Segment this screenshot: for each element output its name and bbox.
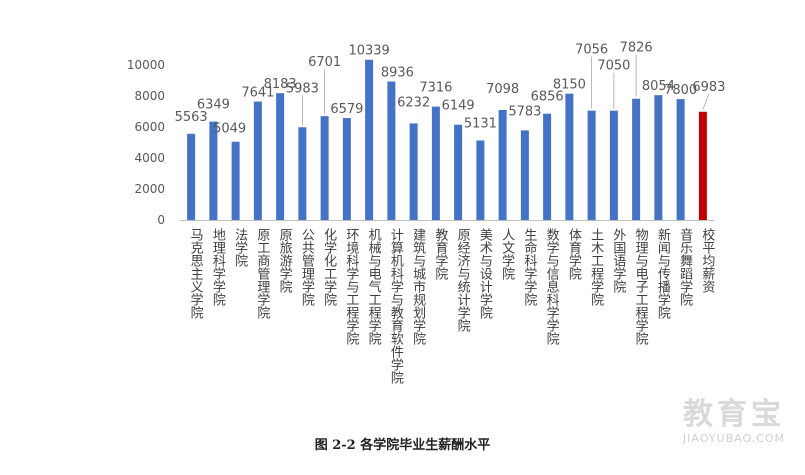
category-label: 原工商管理学院 xyxy=(254,228,270,319)
data-label: 6579 xyxy=(330,102,363,117)
bar xyxy=(431,106,440,220)
figure-caption: 图 2-2 各学院毕业生薪酬水平 xyxy=(314,438,491,453)
bar xyxy=(320,116,329,220)
y-tick-label: 6000 xyxy=(134,120,165,134)
category-label: 外国语学院 xyxy=(610,228,626,293)
bar xyxy=(543,113,552,220)
bar xyxy=(276,93,285,220)
category-label: 人文学院 xyxy=(499,228,515,280)
data-label: 6983 xyxy=(692,80,725,95)
category-label: 新闻与传播学院 xyxy=(655,227,671,319)
data-label: 7800 xyxy=(664,83,697,98)
data-label: 6856 xyxy=(531,90,564,105)
category-label: 教育学院 xyxy=(432,227,448,280)
category-label: 马克思主义学院 xyxy=(188,228,204,319)
category-label: 建筑与城市规划学院 xyxy=(410,228,426,345)
bar xyxy=(609,110,618,220)
y-tick-label: 10000 xyxy=(127,58,165,72)
data-label: 8183 xyxy=(264,77,297,92)
category-label: 土木工程学院 xyxy=(588,228,604,306)
bar xyxy=(565,93,574,220)
data-label: 7316 xyxy=(419,81,452,96)
bar xyxy=(476,140,485,220)
data-label: 5783 xyxy=(508,104,541,119)
y-tick-label: 4000 xyxy=(134,151,165,165)
data-label: 7050 xyxy=(597,59,630,74)
category-label: 校平均薪资 xyxy=(699,227,715,293)
category-label: 美术与设计学院 xyxy=(477,228,493,319)
category-label: 法学院 xyxy=(232,228,248,267)
data-label: 6232 xyxy=(397,95,430,110)
bar xyxy=(365,59,374,220)
data-label: 8936 xyxy=(381,65,414,80)
watermark-title: 教育宝 xyxy=(682,397,785,432)
category-label: 机械与电气工程学院 xyxy=(366,228,382,345)
bar xyxy=(253,101,262,220)
category-label: 体育学院 xyxy=(566,228,582,280)
y-axis: 0 2000 4000 6000 8000 10000 xyxy=(127,58,714,227)
y-tick-label: 8000 xyxy=(134,89,165,103)
data-label: 7098 xyxy=(486,82,519,97)
category-label: 物理与电子工程学院 xyxy=(633,228,649,345)
bar xyxy=(187,133,196,220)
watermark-logo: 教育宝 JIAOYUBAO.COM xyxy=(682,397,785,446)
category-labels: 马克思主义学院 地理科学学院 法学院 原工商管理学院 原旅游学院 公共管理学院 化学化工学院… xyxy=(188,227,715,384)
category-label: 原经济与统计学院 xyxy=(455,228,471,332)
category-label: 原旅游学院 xyxy=(277,228,293,293)
category-label: 数学与信息科学学院 xyxy=(544,228,560,345)
bar xyxy=(498,109,507,220)
bars xyxy=(187,59,707,220)
category-label: 音乐舞蹈学院 xyxy=(677,227,693,306)
category-label: 计算机科学与教育软件学院 xyxy=(388,228,404,384)
bar xyxy=(298,127,307,220)
data-label: 7641 xyxy=(241,86,274,101)
data-label: 5131 xyxy=(464,116,497,131)
bar xyxy=(231,141,240,220)
label-leader-lines xyxy=(301,54,710,126)
data-label: 7826 xyxy=(620,41,653,56)
data-label: 10339 xyxy=(348,44,389,59)
bar xyxy=(454,124,463,220)
category-label: 化学化工学院 xyxy=(321,228,337,306)
bar xyxy=(387,81,396,220)
bar xyxy=(654,95,663,220)
y-tick-label: 2000 xyxy=(134,182,165,196)
y-tick-label: 0 xyxy=(157,213,165,227)
bar xyxy=(698,111,707,220)
data-label: 6149 xyxy=(442,99,475,114)
label-leader-line xyxy=(702,93,710,110)
category-label: 环境科学与工程学院 xyxy=(343,228,359,345)
bar xyxy=(209,121,218,220)
data-label: 5563 xyxy=(175,110,208,125)
category-label: 公共管理学院 xyxy=(299,228,315,306)
category-label: 地理科学学院 xyxy=(210,228,226,306)
bar xyxy=(409,123,418,220)
watermark-subtitle: JIAOYUBAO.COM xyxy=(682,432,785,445)
data-label: 6701 xyxy=(308,55,341,70)
category-label: 生命科学学院 xyxy=(521,228,537,306)
bar xyxy=(676,99,685,220)
bar xyxy=(632,98,641,220)
bar xyxy=(520,130,529,220)
data-label: 5983 xyxy=(286,81,319,96)
data-label: 6349 xyxy=(197,98,230,113)
bar xyxy=(342,118,351,220)
data-label: 5049 xyxy=(213,122,246,137)
data-label: 8150 xyxy=(553,78,586,93)
data-label: 8054 xyxy=(642,79,675,94)
data-label: 7056 xyxy=(575,43,608,58)
bar xyxy=(587,110,596,220)
